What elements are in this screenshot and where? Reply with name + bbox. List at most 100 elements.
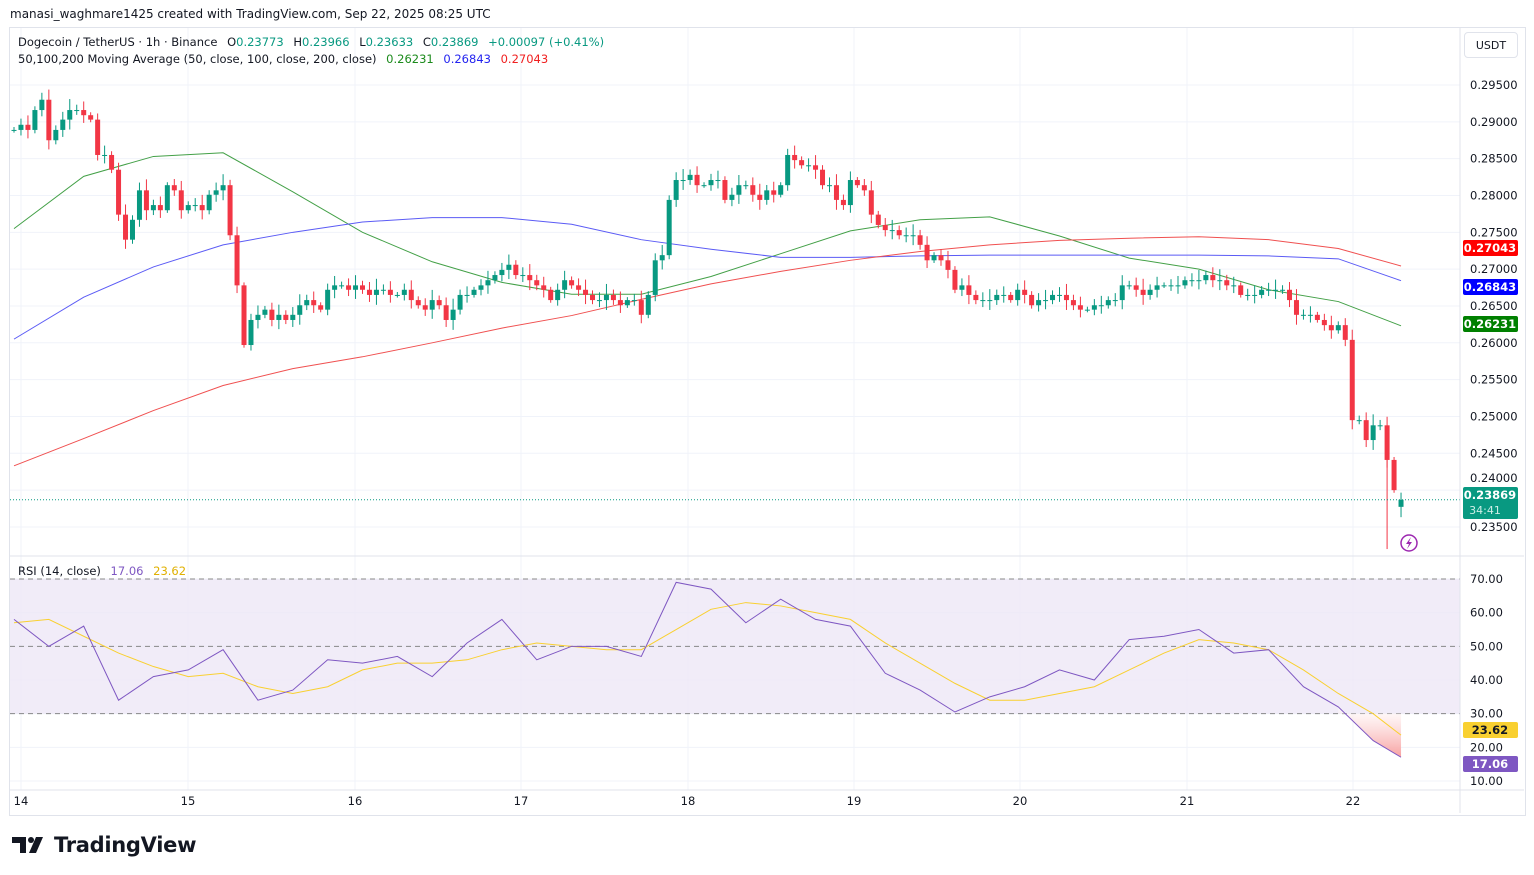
candle-up (1182, 280, 1188, 286)
rsi-tick-label: 30.00 (1470, 707, 1503, 721)
candle-up (353, 285, 359, 290)
rsi-ma-badge (1463, 722, 1518, 738)
time-tick-label: 22 (1346, 794, 1361, 808)
close-value: 0.23869 (430, 35, 479, 49)
candle-up (1105, 300, 1111, 306)
price-tick-label: 0.27500 (1470, 225, 1518, 239)
price-tick-label: 0.27000 (1470, 262, 1518, 276)
candle-up (164, 185, 170, 211)
candle-down (415, 300, 421, 306)
candle-down (123, 214, 129, 240)
candle-up (1147, 289, 1153, 295)
price-badges: 0.27043 0.26843 0.26231 0.23869 34:41 23.62 17… (1400, 240, 1518, 772)
candle-up (652, 260, 658, 295)
price-tick-label: 0.26500 (1470, 299, 1518, 313)
candle-down (199, 205, 205, 211)
candle-down (576, 285, 582, 290)
candle-up (325, 289, 331, 310)
candle-down (820, 169, 826, 186)
candle-up (1245, 294, 1251, 296)
rsi-ma-badge-text: 23.62 (1472, 723, 1508, 737)
candle-up (959, 285, 965, 290)
candle-down (590, 294, 596, 301)
candle-down (833, 185, 839, 200)
candle-up (255, 314, 261, 320)
candle-up (136, 190, 142, 220)
candle-up (1217, 280, 1223, 282)
rsi-tick-label: 10.00 (1470, 774, 1503, 788)
candle-down (1238, 285, 1244, 295)
candle-down (973, 294, 979, 301)
candle-up (102, 154, 108, 156)
axes: 0.295000.290000.285000.280000.275000.270… (10, 28, 1524, 813)
rsi-tick-label: 60.00 (1470, 606, 1503, 620)
candle-down (387, 289, 393, 295)
candle-up (1126, 285, 1132, 287)
candle-up (1154, 285, 1160, 290)
candle-up (1259, 289, 1265, 295)
candle-up (666, 199, 672, 256)
candle-up (631, 300, 637, 302)
candle-down (241, 285, 247, 346)
candle-up (248, 319, 254, 346)
candle-down (1133, 285, 1139, 290)
rsi-title[interactable]: RSI (14, close) (18, 564, 101, 578)
candle-down (1391, 459, 1397, 491)
candle-up (373, 289, 379, 295)
candle-down (1210, 275, 1216, 281)
candle-down (861, 185, 867, 191)
price-tick-label: 0.28000 (1470, 188, 1518, 202)
candle-up (304, 300, 310, 306)
candle-up (596, 300, 602, 302)
candle-up (290, 314, 296, 320)
candle-up (520, 275, 526, 277)
candle-up (562, 280, 568, 290)
symbol-title[interactable]: Dogecoin / TetherUS · 1h · Binance (18, 35, 218, 49)
ma50-badge (1463, 316, 1518, 332)
candle-up (1043, 300, 1049, 302)
candle-up (889, 230, 895, 232)
candle-down (227, 185, 233, 236)
candle-down (443, 305, 449, 320)
candle-down (1029, 294, 1035, 306)
candle-up (1377, 425, 1383, 427)
candle-down (583, 289, 589, 295)
candle-down (234, 235, 240, 286)
ma200-badge (1463, 240, 1518, 256)
candle-down (813, 165, 819, 170)
symbol-legend: Dogecoin / TetherUS · 1h · Binance O0.23… (18, 35, 605, 49)
candle-down (896, 230, 902, 236)
candle-up (478, 285, 484, 290)
candle-down (638, 300, 644, 315)
candle-up (1036, 300, 1042, 306)
candle-down (938, 255, 944, 261)
candle-up (743, 185, 749, 187)
last-price-badge-text: 0.23869 (1464, 488, 1516, 502)
candle-down (569, 280, 575, 286)
candle-up (1084, 309, 1090, 311)
lightning-icon[interactable] (1400, 534, 1418, 552)
tradingview-logo[interactable]: TradingView (12, 833, 196, 857)
candle-down (541, 285, 547, 290)
candle-down (88, 115, 94, 120)
candle-up (715, 180, 721, 182)
candle-up (464, 294, 470, 296)
candle-up (485, 280, 491, 286)
candle-down (1140, 289, 1146, 295)
candle-up (673, 180, 679, 200)
candle-down (1342, 325, 1348, 340)
candle-up (1098, 305, 1104, 307)
ma200-value: 0.27043 (500, 52, 549, 66)
chart-credit: manasi_waghmare1425 created with Trading… (10, 7, 491, 21)
rsi-line (13, 581, 1402, 758)
open-value: 0.23773 (236, 35, 284, 49)
candle-down (966, 285, 972, 295)
ma50-badge-text: 0.26231 (1464, 317, 1516, 331)
currency-button[interactable]: USDT (1464, 32, 1518, 58)
candle-down (917, 235, 923, 245)
time-tick-label: 20 (1013, 794, 1028, 808)
rsi-badge-text: 17.06 (1472, 757, 1508, 771)
ma-title[interactable]: 50,100,200 Moving Average (50, close, 10… (18, 52, 377, 66)
candle-down (610, 294, 616, 301)
